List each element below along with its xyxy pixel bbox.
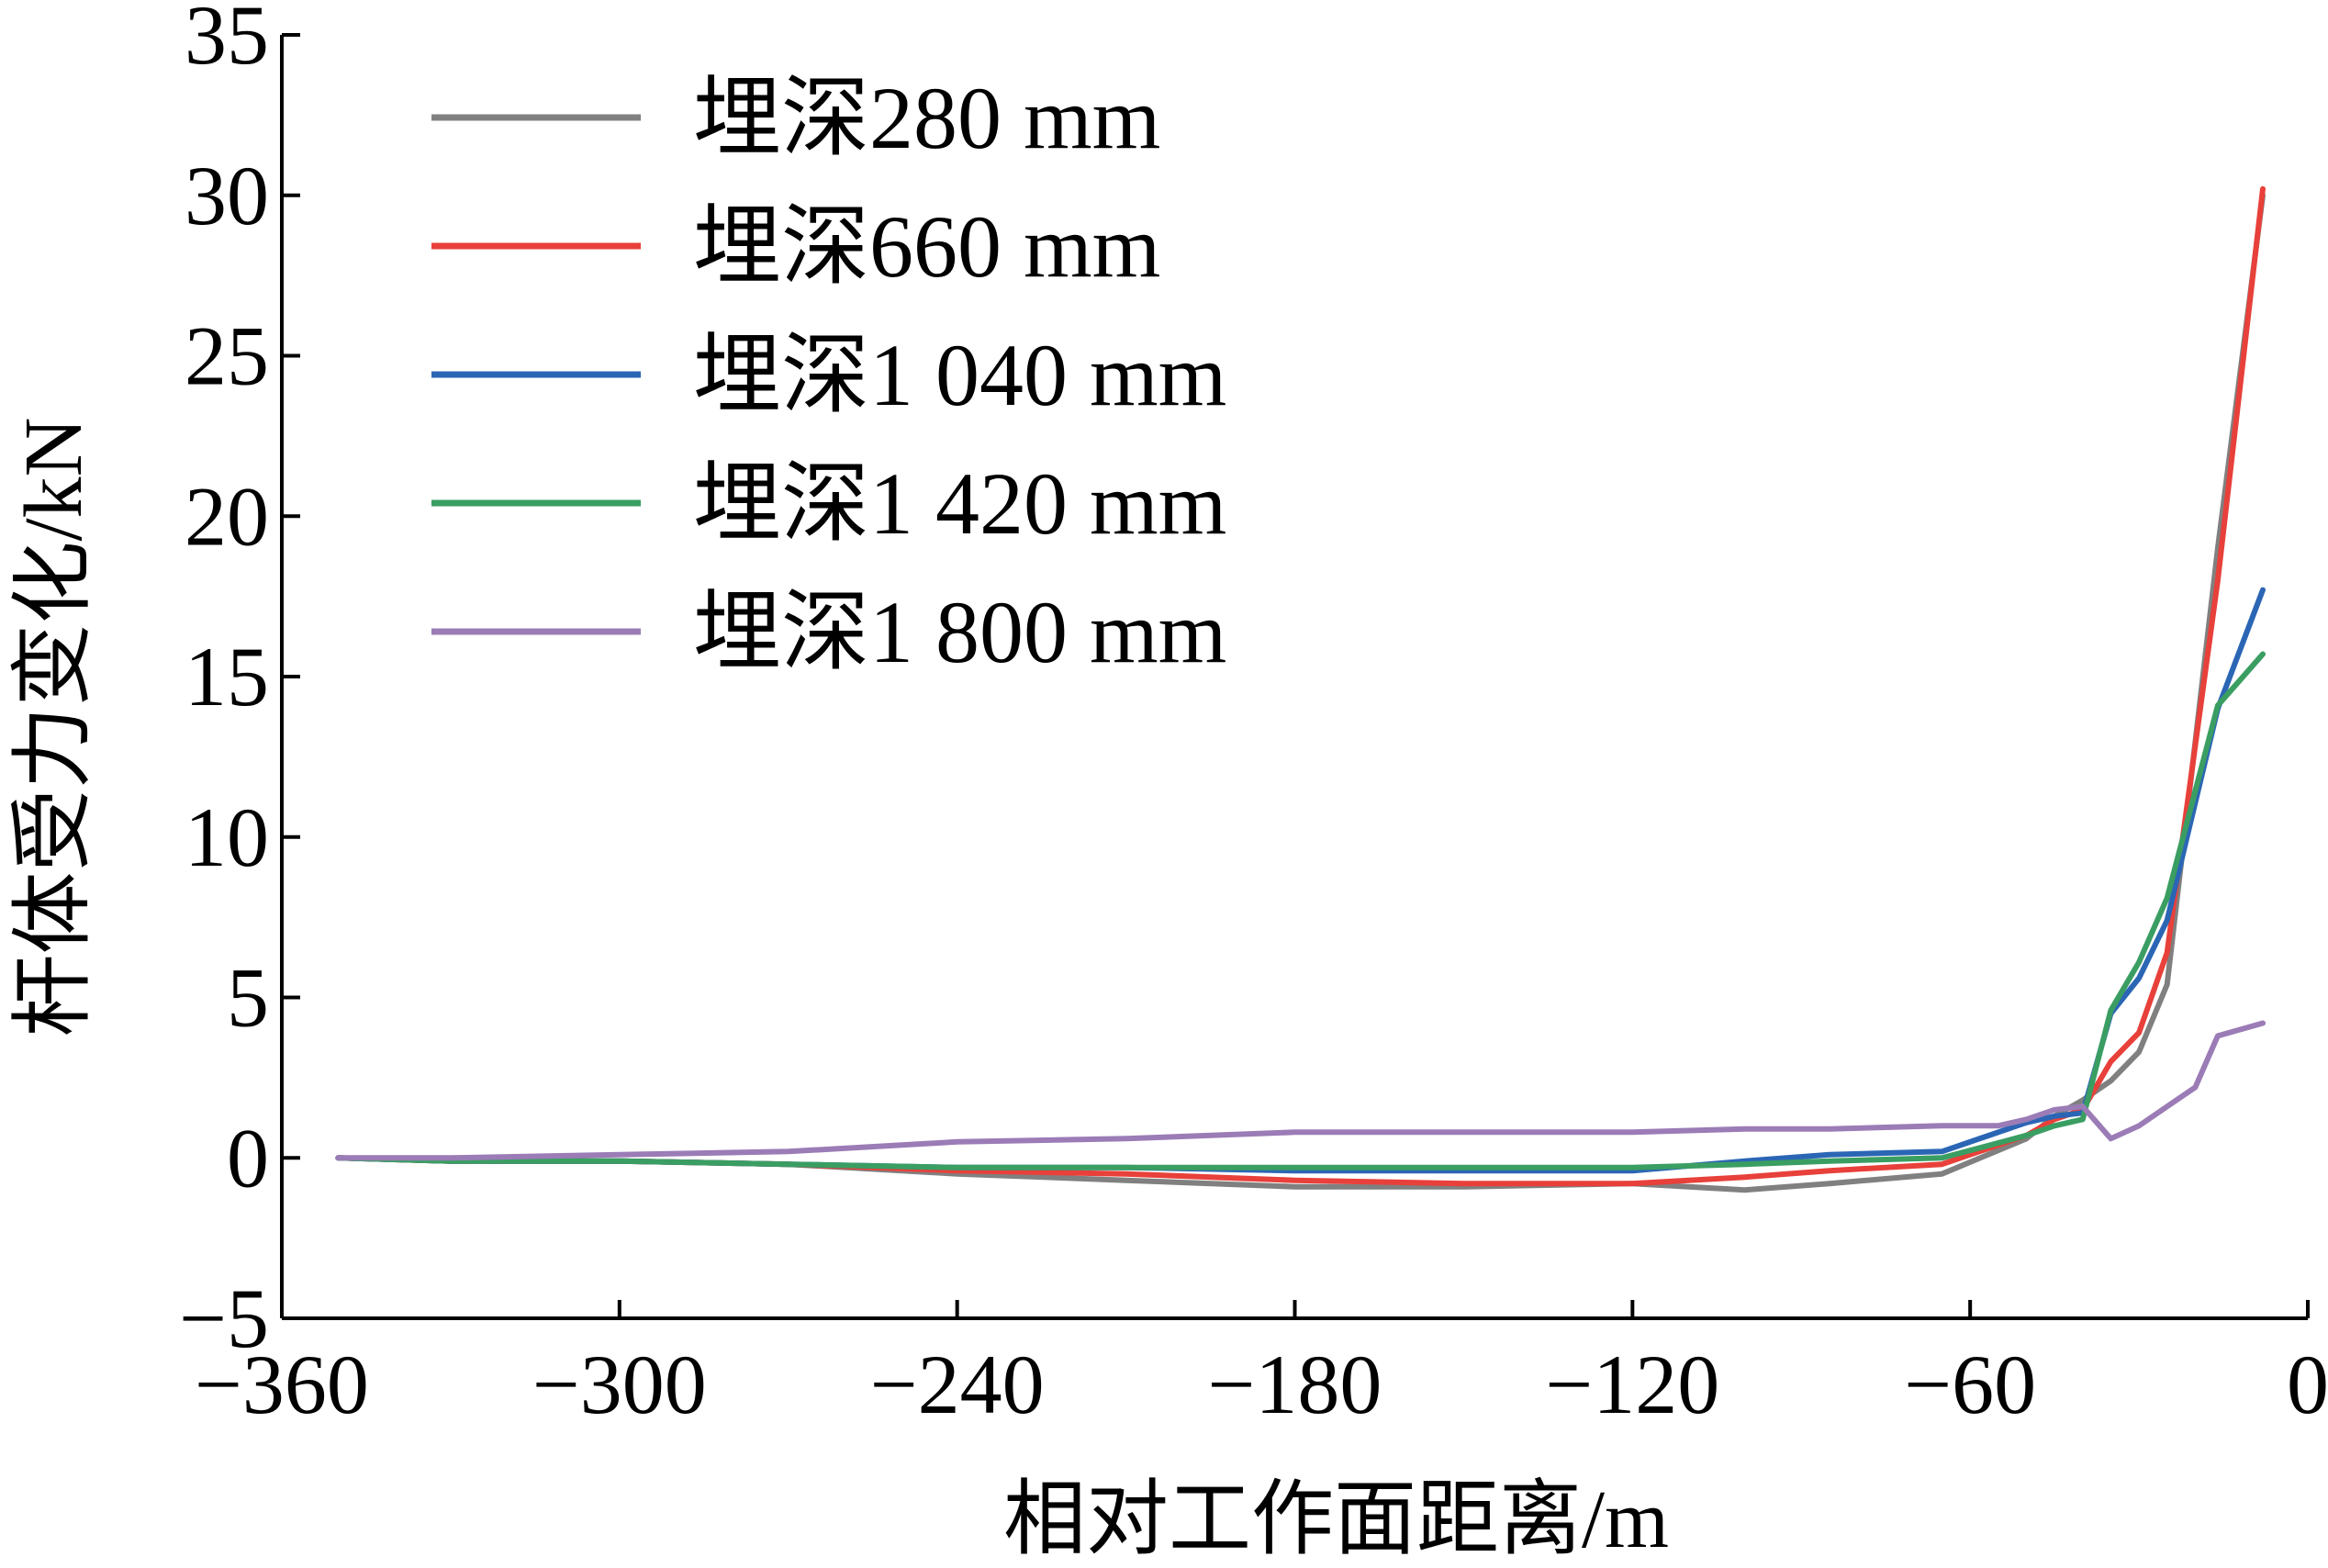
x-tick-label: −300 <box>532 1338 707 1431</box>
legend-label: 埋深1 420 mm <box>693 454 1226 553</box>
y-tick-label: 10 <box>185 790 269 884</box>
y-tick-label: 15 <box>185 630 269 723</box>
y-tick-label: 5 <box>227 951 269 1045</box>
y-tick-label: 20 <box>185 469 269 563</box>
series-line-3 <box>335 587 2266 1174</box>
x-tick-label: −120 <box>1545 1338 1719 1431</box>
y-axis-label: 杆体受力变化/kN <box>8 418 99 1037</box>
series-line-4 <box>335 651 2266 1170</box>
x-tick-label: −60 <box>1904 1338 2036 1431</box>
y-tick-label: 30 <box>185 149 269 242</box>
x-tick-label: −240 <box>870 1338 1045 1431</box>
y-tick-label: −5 <box>179 1271 269 1365</box>
y-tick-label: 25 <box>185 309 269 403</box>
legend-label: 埋深660 mm <box>693 197 1160 296</box>
series-line-1 <box>335 192 2266 1193</box>
series-lines <box>335 185 2266 1193</box>
y-tick-label: 35 <box>185 0 269 82</box>
x-axis-label: 相对工作面距离/m <box>1003 1474 1669 1565</box>
ticks: −360 −300 −240 −180 −120 −60 0 −5 0 5 10 15 20 25 30 35 <box>179 0 2328 1431</box>
legend-label: 埋深280 mm <box>693 69 1160 167</box>
legend-label: 埋深1 800 mm <box>693 583 1226 681</box>
y-tick-label: 0 <box>227 1111 269 1204</box>
series-line-2 <box>335 185 2266 1187</box>
x-tick-label: 0 <box>2287 1338 2328 1431</box>
series-line-5 <box>335 1020 2266 1161</box>
x-tick-label: −360 <box>195 1338 369 1431</box>
x-tick-label: −180 <box>1208 1338 1382 1431</box>
legend: 埋深280 mm 埋深660 mm 埋深1 040 mm 埋深1 420 mm 埋深1 … <box>431 69 1226 681</box>
legend-label: 埋深1 040 mm <box>693 326 1226 424</box>
